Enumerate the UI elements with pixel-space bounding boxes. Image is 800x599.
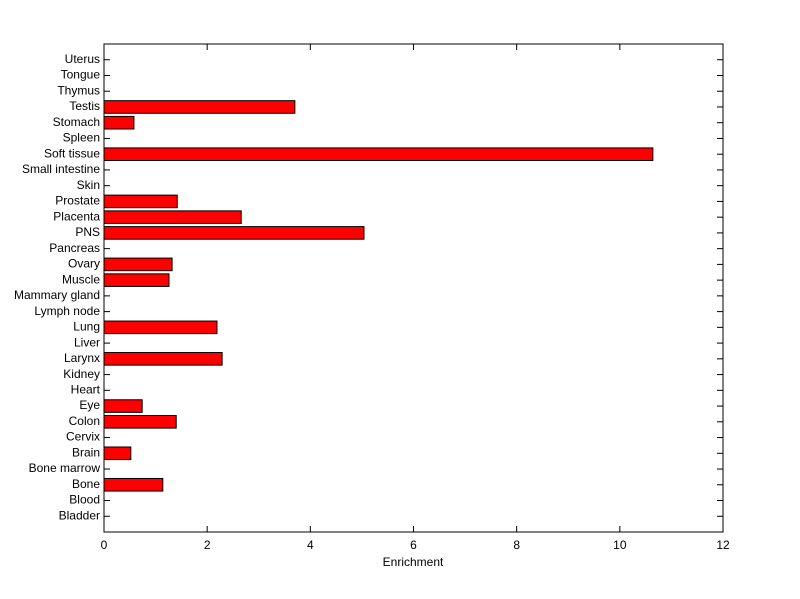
y-tick-label: Pancreas xyxy=(49,241,100,255)
bar xyxy=(103,352,223,366)
bar xyxy=(103,194,178,209)
x-axis-label: Enrichment xyxy=(383,555,444,569)
y-tick-label: Small intestine xyxy=(22,162,100,176)
x-tick-label: 10 xyxy=(613,538,627,552)
y-tick-label: Mammary gland xyxy=(14,288,100,302)
y-tick-label: Brain xyxy=(72,445,100,459)
y-tick-label: Tongue xyxy=(61,68,101,82)
y-tick-label: Lymph node xyxy=(34,304,100,318)
y-tick-label: Spleen xyxy=(63,131,100,145)
bar xyxy=(103,320,218,335)
y-tick-label: Uterus xyxy=(65,52,100,66)
bar xyxy=(103,446,132,461)
y-tick-label: Stomach xyxy=(53,115,100,129)
y-tick-label: Testis xyxy=(69,99,100,113)
y-tick-label: PNS xyxy=(75,225,100,239)
y-tick-label: Placenta xyxy=(53,209,100,223)
bar xyxy=(103,226,365,240)
y-tick-label: Bone marrow xyxy=(29,461,101,475)
y-tick-label: Ovary xyxy=(68,257,100,271)
y-tick-label: Cervix xyxy=(66,430,100,444)
y-tick-label: Blood xyxy=(69,493,100,507)
x-tick-label: 0 xyxy=(101,538,108,552)
y-tick-label: Bladder xyxy=(59,508,100,522)
y-tick-label: Muscle xyxy=(62,272,100,286)
bar xyxy=(103,257,173,272)
y-tick-label: Heart xyxy=(71,382,101,396)
bar xyxy=(103,115,135,130)
bar xyxy=(103,399,143,413)
y-tick-label: Colon xyxy=(69,414,100,428)
x-tick-label: 4 xyxy=(307,538,314,552)
x-tick-label: 8 xyxy=(513,538,520,552)
bar xyxy=(103,100,296,114)
bar xyxy=(103,415,177,429)
y-tick-label: Skin xyxy=(77,178,100,192)
y-tick-label: Prostate xyxy=(55,194,100,208)
bar xyxy=(103,477,164,492)
y-tick-label: Kidney xyxy=(63,367,100,381)
y-tick-label: Eye xyxy=(79,398,100,412)
bar xyxy=(103,147,654,161)
x-tick-label: 6 xyxy=(410,538,417,552)
y-tick-label: Soft tissue xyxy=(44,146,100,160)
x-tick-label: 2 xyxy=(204,538,211,552)
y-tick-label: Liver xyxy=(74,335,100,349)
bar xyxy=(103,210,242,224)
y-tick-label: Larynx xyxy=(64,351,100,365)
y-tick-label: Thymus xyxy=(57,83,100,97)
y-tick-label: Lung xyxy=(73,320,100,334)
bar xyxy=(103,273,170,287)
plot-frame xyxy=(103,43,724,533)
x-tick-label: 12 xyxy=(716,538,730,552)
y-tick-label: Bone xyxy=(72,477,100,491)
